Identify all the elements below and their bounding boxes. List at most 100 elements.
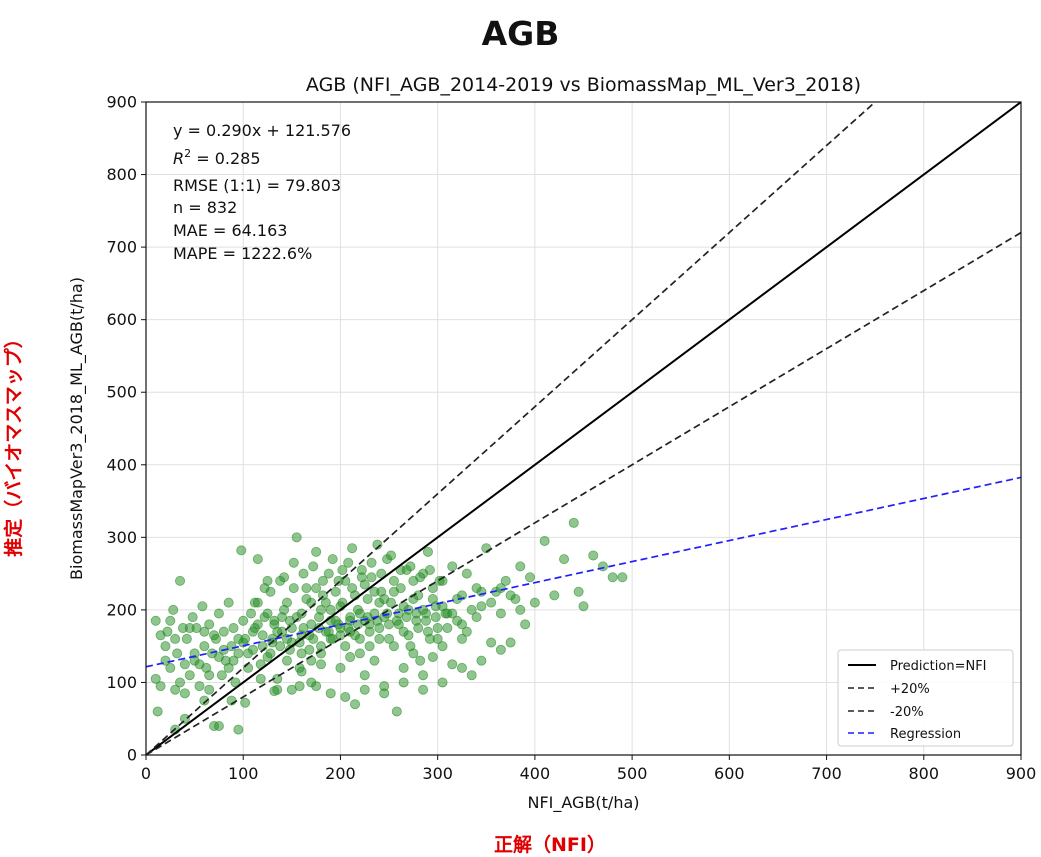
scatter-point <box>204 670 215 681</box>
scatter-point <box>311 546 322 557</box>
scatter-point <box>288 583 299 594</box>
scatter-point <box>216 670 227 681</box>
scatter-point <box>486 597 497 608</box>
y-tick-label: 300 <box>106 528 137 547</box>
y-tick-label: 100 <box>106 673 137 692</box>
legend-box <box>837 649 1014 747</box>
scatter-point <box>366 557 377 568</box>
scatter-point <box>430 612 441 623</box>
x-tick-label: 200 <box>325 764 356 783</box>
scatter-point <box>427 594 438 605</box>
scatter-point <box>168 604 179 615</box>
scatter-point <box>213 608 224 619</box>
scatter-point <box>456 633 467 644</box>
scatter-point <box>249 597 260 608</box>
scatter-point <box>281 655 292 666</box>
legend: Prediction=NFI +20% -20% Regression <box>837 649 1014 747</box>
scatter-point <box>588 550 599 561</box>
scatter-point <box>369 655 380 666</box>
scatter-point <box>347 543 358 554</box>
axis-ticks: 0 100 200 300 400 500 600 700 800 900 0 100 200 300 40… <box>106 93 1036 784</box>
scatter-point <box>228 623 239 634</box>
stat-mae: MAE = 64.163 <box>173 221 287 240</box>
scatter-point <box>415 655 426 666</box>
scatter-point <box>294 681 305 692</box>
stat-equation: y = 0.290x + 121.576 <box>173 121 351 140</box>
scatter-point <box>520 619 531 630</box>
scatter-point <box>272 626 283 637</box>
x-tick-label: 0 <box>141 764 151 783</box>
x-tick-label: 100 <box>228 764 259 783</box>
scatter-point <box>320 597 331 608</box>
scatter-point <box>340 641 351 652</box>
scatter-point <box>150 673 161 684</box>
scatter-point <box>204 684 215 695</box>
japanese-y-label: 推定（バイオマスマップ） <box>3 329 25 557</box>
scatter-point <box>179 713 190 724</box>
scatter-point <box>495 608 506 619</box>
scatter-point <box>194 659 205 670</box>
scatter-point <box>422 546 433 557</box>
scatter-point <box>197 601 208 612</box>
scatter-point <box>345 652 356 663</box>
scatter-point <box>199 695 210 706</box>
scatter-point <box>265 648 276 659</box>
scatter-point <box>505 637 516 648</box>
scatter-point <box>257 630 268 641</box>
y-axis-label: BiomassMapVer3_2018_ML_AGB(t/ha) <box>67 277 87 580</box>
scatter-point <box>432 633 443 644</box>
scatter-point <box>350 699 361 710</box>
scatter-point <box>559 554 570 565</box>
scatter-point <box>294 637 305 648</box>
scatter-point <box>415 572 426 583</box>
scatter-point <box>617 572 628 583</box>
scatter-point <box>420 615 431 626</box>
scatter-point <box>452 615 463 626</box>
scatter-point <box>432 623 443 634</box>
scatter-point <box>374 633 385 644</box>
scatter-point <box>354 633 365 644</box>
scatter-point <box>427 652 438 663</box>
scatter-point <box>385 550 396 561</box>
line-prediction-nfi <box>146 102 1021 755</box>
scatter-point <box>398 677 409 688</box>
scatter-point <box>325 688 336 699</box>
scatter-point <box>223 597 234 608</box>
scatter-point <box>327 554 338 565</box>
scatter-point <box>461 568 472 579</box>
scatter-point <box>296 666 307 677</box>
scatter-point <box>476 655 487 666</box>
scatter-point <box>418 684 429 695</box>
stat-r2: R2 = 0.285 <box>173 147 261 168</box>
scatter-point <box>281 597 292 608</box>
x-tick-label: 600 <box>714 764 745 783</box>
x-tick-label: 500 <box>617 764 648 783</box>
line-regression <box>146 476 1021 668</box>
scatter-point <box>388 586 399 597</box>
scatter-point <box>364 641 375 652</box>
scatter-point <box>379 688 390 699</box>
scatter-point <box>456 662 467 673</box>
scatter-point <box>384 633 395 644</box>
scatter-point <box>359 670 370 681</box>
scatter-point <box>529 597 540 608</box>
scatter-point <box>607 572 618 583</box>
scatter-point <box>279 572 290 583</box>
scatter-point <box>165 615 176 626</box>
scatter-point <box>152 706 163 717</box>
scatter-point <box>500 575 511 586</box>
scatter-point <box>388 575 399 586</box>
scatter-point <box>255 673 266 684</box>
legend-label-plus20: +20% <box>890 682 930 697</box>
y-tick-label: 500 <box>106 383 137 402</box>
scatter-point <box>311 583 322 594</box>
scatter-point <box>199 641 210 652</box>
y-tick-label: 0 <box>127 746 137 765</box>
stats-box: y = 0.290x + 121.576 R2 = 0.285 RMSE (1:… <box>173 121 351 263</box>
scatter-point <box>233 633 244 644</box>
scatter-point <box>288 557 299 568</box>
scatter-point <box>179 659 190 670</box>
scatter-points <box>150 517 628 735</box>
scatter-point <box>495 583 506 594</box>
